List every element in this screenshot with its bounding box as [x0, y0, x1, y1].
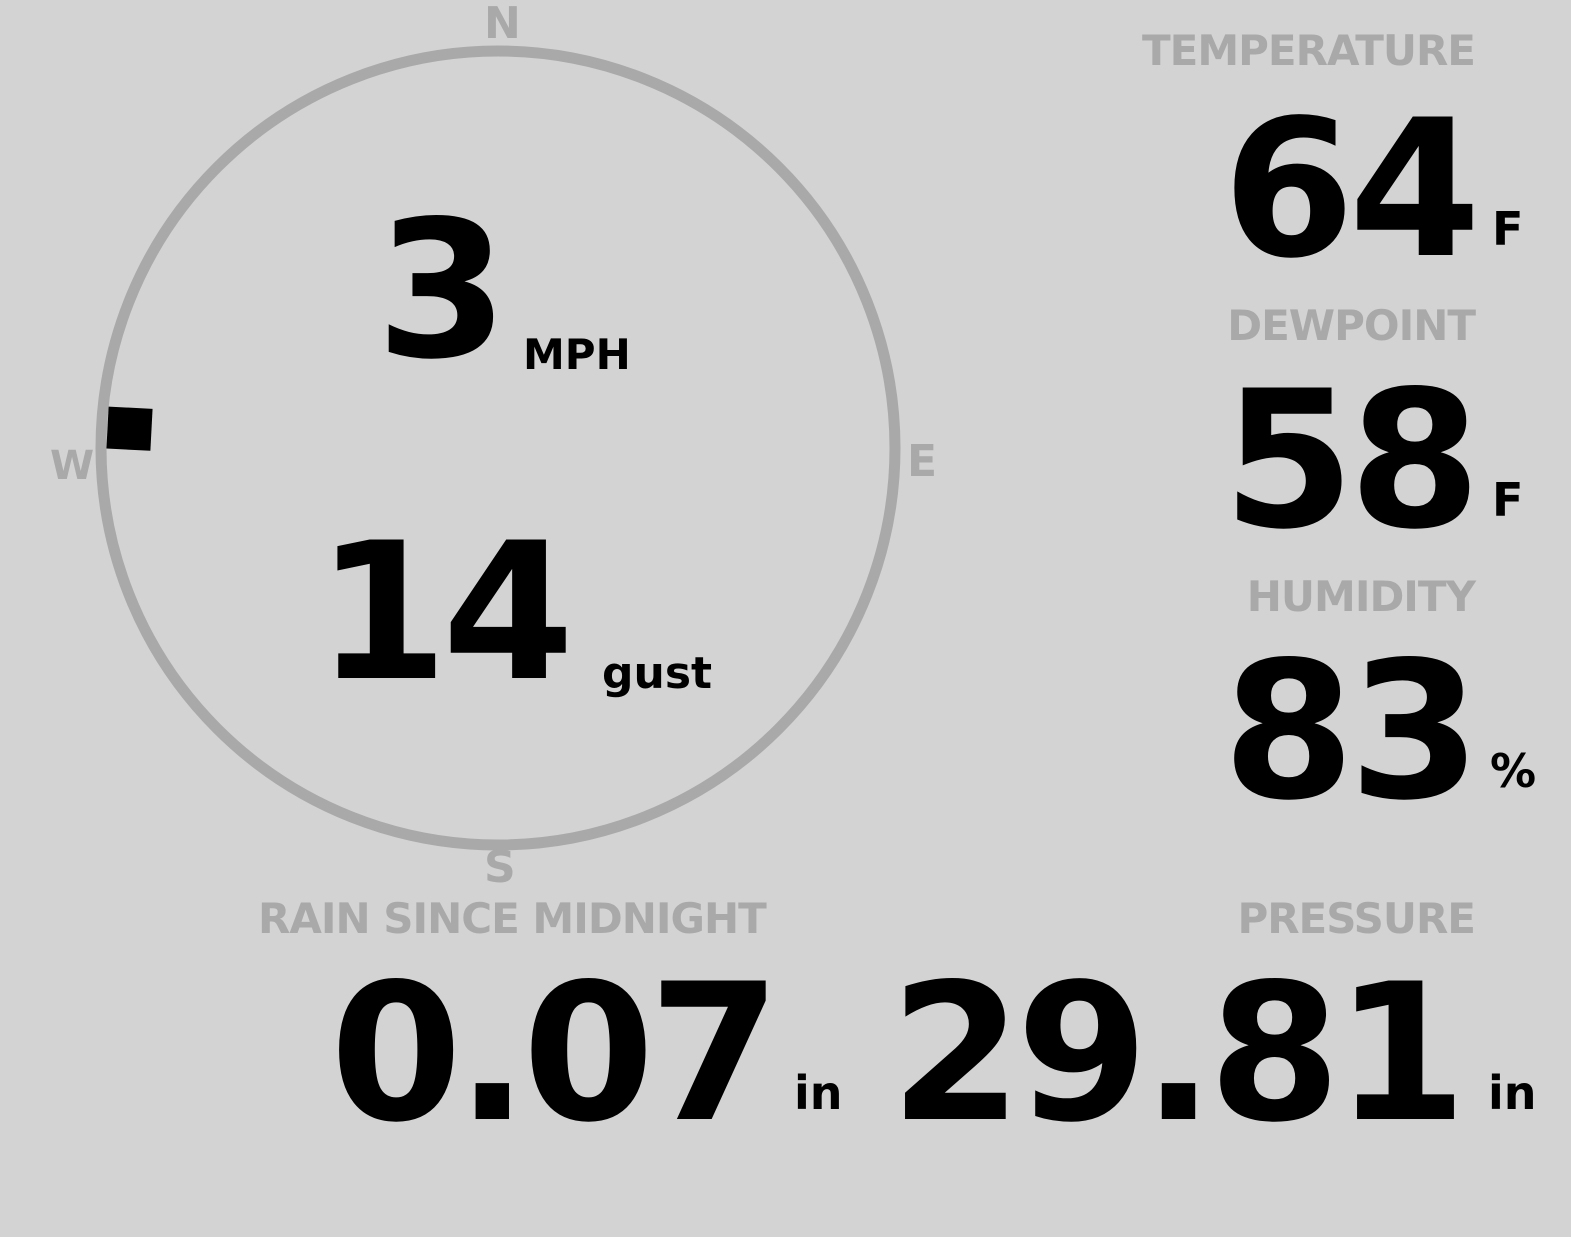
pressure-unit: in — [1488, 1066, 1537, 1120]
pressure-label: PRESSURE — [1237, 894, 1476, 943]
compass-n: N — [484, 0, 521, 49]
compass-ring — [95, 45, 901, 851]
pressure-value: 29.81 — [890, 943, 1467, 1164]
compass-e: E — [907, 436, 938, 487]
wind-compass — [95, 45, 901, 851]
temperature-value: 64 — [1222, 79, 1481, 300]
compass-s: S — [484, 842, 516, 893]
wind-direction-marker — [106, 406, 153, 451]
rain-value: 0.07 — [330, 943, 781, 1164]
compass-tick — [209, 720, 226, 737]
compass-tick — [770, 720, 787, 737]
rain-label: RAIN SINCE MIDNIGHT — [258, 894, 767, 943]
humidity-unit: % — [1490, 744, 1537, 798]
dewpoint-unit: F — [1492, 473, 1524, 527]
dewpoint-label: DEWPOINT — [1227, 301, 1476, 350]
compass-tick — [770, 159, 787, 176]
temperature-unit: F — [1492, 202, 1524, 256]
wind-speed-unit: MPH — [523, 330, 631, 379]
compass-w: W — [50, 443, 95, 489]
temperature-label: TEMPERATURE — [1142, 26, 1476, 75]
humidity-label: HUMIDITY — [1246, 572, 1476, 621]
rain-unit: in — [794, 1066, 843, 1120]
wind-gust-value: 14 — [316, 502, 574, 723]
wind-speed-value: 3 — [376, 180, 508, 401]
wind-gust-unit: gust — [602, 648, 713, 699]
compass-tick — [209, 159, 226, 176]
dewpoint-value: 58 — [1222, 350, 1481, 571]
humidity-value: 83 — [1222, 621, 1481, 842]
